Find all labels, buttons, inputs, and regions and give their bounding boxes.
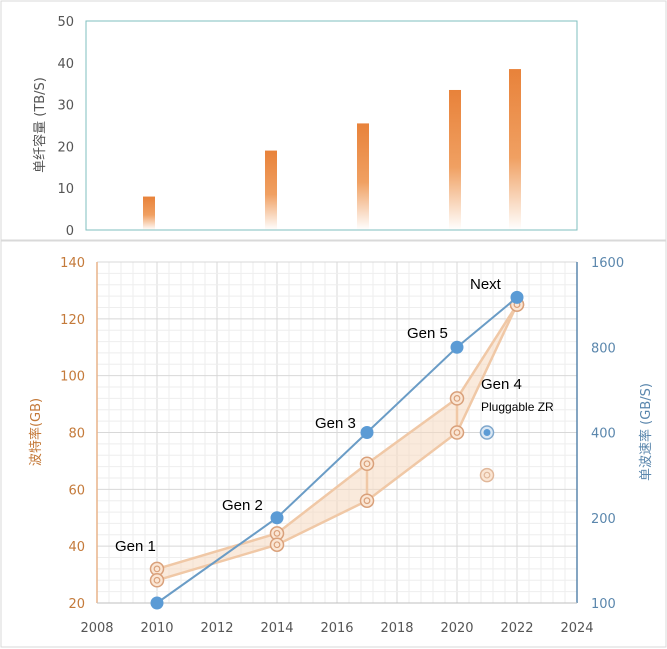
baud-lower-point-2010 xyxy=(149,573,165,588)
baud-lower-point-2020-inner xyxy=(453,429,461,436)
baud-lower-point-2020 xyxy=(449,425,465,440)
baud-upper-point-2017 xyxy=(359,456,375,472)
right-y-tick-label: 800 xyxy=(591,341,616,356)
bar-y-axis-label: 单纤容量 (TB/S) xyxy=(32,77,48,173)
annotation-pluggable-zr: Pluggable ZR xyxy=(481,400,554,414)
x-tick-label: 2008 xyxy=(80,621,113,636)
left-y-tick-label: 120 xyxy=(60,313,85,328)
bar-2020 xyxy=(449,89,461,230)
left-y-axis-label: 波特率(GB) xyxy=(28,398,44,466)
baud-lower-point-2014-inner xyxy=(273,541,281,549)
annotation-gen-1: Gen 1 xyxy=(115,538,156,555)
x-tick-label: 2014 xyxy=(260,621,293,636)
bar-2022 xyxy=(509,69,521,230)
rate-point-2022 xyxy=(510,290,524,304)
left-y-tick-label: 60 xyxy=(68,483,85,498)
annotation-gen-2: Gen 2 xyxy=(222,497,263,514)
bar-2010 xyxy=(143,196,155,230)
baud-lower-point-2014 xyxy=(269,537,285,552)
bar-y-tick-label: 20 xyxy=(57,140,74,155)
right-y-axis-label: 单波速率 (GB/S) xyxy=(638,383,654,481)
baud-lower-point-2017 xyxy=(359,493,375,508)
top-chart-frame xyxy=(0,0,667,241)
annotation-gen-3: Gen 3 xyxy=(315,415,356,432)
baud-lower-point-2017-inner xyxy=(363,497,371,505)
bar-y-tick-label: 30 xyxy=(57,99,74,114)
line-chart-grid xyxy=(96,261,578,604)
right-y-tick-label: 1600 xyxy=(591,256,624,271)
x-tick-label: 2022 xyxy=(500,621,533,636)
rate-point-2014 xyxy=(270,511,284,525)
bottom-chart-frame xyxy=(0,240,667,648)
baud-upper-point-2020-inner xyxy=(453,395,461,402)
annotation-gen-5: Gen 5 xyxy=(407,325,448,342)
left-y-tick-label: 100 xyxy=(60,370,85,385)
zr-rate-point-core xyxy=(483,429,491,436)
x-tick-label: 2012 xyxy=(200,621,233,636)
bar-y-tick-label: 40 xyxy=(57,57,74,72)
x-tick-label: 2024 xyxy=(560,621,593,636)
rate-point-2010 xyxy=(150,596,164,610)
baud-upper-point-2010-inner xyxy=(153,565,161,573)
bar-y-tick-label: 10 xyxy=(57,182,74,197)
bar-y-tick-label: 50 xyxy=(57,15,74,30)
annotation-next: Next xyxy=(470,276,502,293)
x-tick-label: 2020 xyxy=(440,621,473,636)
baud-lower-point-2010-inner xyxy=(153,576,161,584)
baud-upper-point-2020 xyxy=(449,391,465,406)
right-y-tick-label: 100 xyxy=(591,597,616,612)
x-tick-label: 2016 xyxy=(320,621,353,636)
bar-chart: 0 10 20 30 40 50 xyxy=(57,15,521,239)
baud-upper-point-2014-inner xyxy=(273,529,281,537)
x-tick-label: 2010 xyxy=(140,621,173,636)
zr-baud-point-inner xyxy=(483,471,491,479)
rate-point-2017 xyxy=(360,426,374,439)
left-y-tick-label: 80 xyxy=(68,427,85,442)
annotation-gen-4: Gen 4 xyxy=(481,376,522,393)
bar-y-tick-label: 0 xyxy=(66,224,74,239)
right-y-tick-label: 400 xyxy=(591,427,616,442)
bar-plot-area xyxy=(85,20,578,231)
left-y-tick-label: 140 xyxy=(60,256,85,271)
bar-2014 xyxy=(265,150,277,230)
rate-point-2020 xyxy=(450,340,464,354)
left-y-tick-label: 20 xyxy=(68,597,85,612)
left-y-tick-label: 40 xyxy=(68,540,85,555)
baud-upper-point-2017-inner xyxy=(363,460,371,468)
zr-baud-point xyxy=(479,467,495,483)
bar-2017 xyxy=(357,123,369,230)
x-tick-label: 2018 xyxy=(380,621,413,636)
right-y-tick-label: 200 xyxy=(591,512,616,527)
line-chart: 2008 2010 2012 2014 2016 2018 2020 2022 2024 20 40… xyxy=(60,256,624,636)
